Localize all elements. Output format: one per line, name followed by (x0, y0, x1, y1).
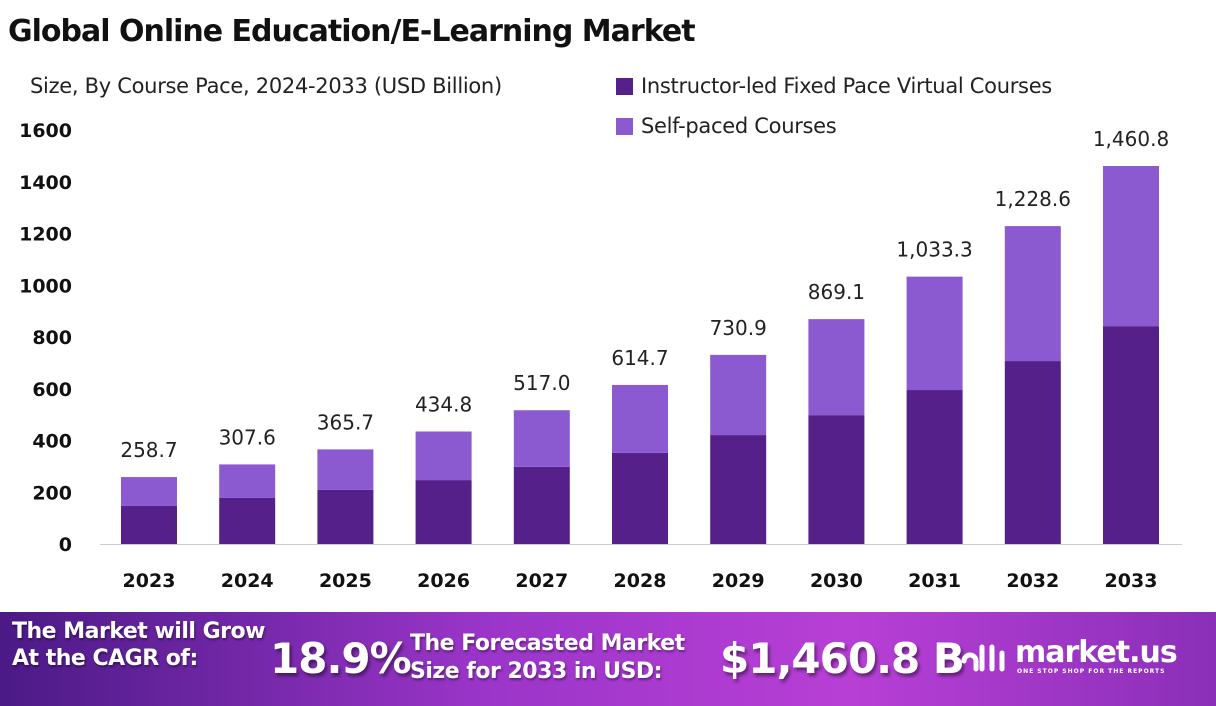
x-tick-label: 2033 (1105, 570, 1158, 592)
x-tick-label: 2026 (417, 570, 470, 592)
y-tick-label: 0 (59, 534, 72, 556)
chart-title: Global Online Education/E-Learning Marke… (8, 14, 696, 49)
bar-segment-instructor-led (415, 480, 472, 544)
bar-segment-instructor-led (710, 435, 767, 544)
bar-segment-instructor-led (1004, 361, 1061, 544)
logo-text: market.us (1015, 635, 1178, 670)
legend-label: Self-paced Courses (641, 114, 837, 138)
forecast-label-line1: The Forecasted Market (410, 631, 685, 656)
bar-segment-self-paced (121, 477, 177, 506)
bar-segment-self-paced (808, 319, 865, 416)
bar-segment-self-paced (710, 354, 767, 436)
total-label: 434.8 (415, 392, 472, 416)
total-label: 614.7 (611, 346, 668, 370)
bar-segment-self-paced (513, 410, 570, 467)
cagr-label-line2: At the CAGR of: (12, 646, 198, 671)
bar-segment-self-paced (612, 384, 668, 453)
x-tick-label: 2032 (1006, 570, 1059, 592)
y-tick-label: 1000 (19, 275, 72, 297)
market-us-logo-icon (961, 644, 1005, 671)
y-tick-label: 600 (32, 379, 72, 401)
legend-item-instructor-led: Instructor-led Fixed Pace Virtual Course… (616, 74, 1052, 98)
total-label: 1,033.3 (896, 238, 972, 262)
y-tick-label: 1600 (19, 120, 72, 142)
total-label: 307.6 (219, 425, 276, 449)
x-tick-label: 2025 (319, 570, 372, 592)
x-tick-label: 2031 (908, 570, 961, 592)
footer-banner: The Market will Grow At the CAGR of: 18.… (0, 612, 1216, 706)
x-tick-label: 2024 (221, 570, 274, 592)
bar-segment-self-paced (219, 464, 276, 498)
total-label: 1,228.6 (995, 187, 1071, 211)
legend-swatch (616, 117, 633, 135)
bar-segment-instructor-led (317, 489, 374, 544)
total-label: 1,460.8 (1093, 127, 1169, 151)
y-tick-label: 800 (32, 327, 72, 349)
y-tick-label: 1400 (19, 172, 72, 194)
cagr-label-line1: The Market will Grow (12, 619, 265, 644)
bar-segment-instructor-led (121, 505, 177, 544)
legend-item-self-paced: Self-paced Courses (616, 114, 837, 138)
bar-segment-instructor-led (906, 390, 963, 544)
forecast-label-line2: Size for 2033 in USD: (410, 659, 663, 684)
total-label: 869.1 (808, 280, 865, 304)
legend-label: Instructor-led Fixed Pace Virtual Course… (641, 74, 1052, 98)
forecast-value: $1,460.8 B (720, 634, 965, 683)
y-tick-label: 1200 (19, 224, 72, 246)
bar-segment-self-paced (906, 276, 963, 391)
chart-subtitle: Size, By Course Pace, 2024-2033 (USD Bil… (30, 74, 502, 98)
logo-tagline: ONE STOP SHOP FOR THE REPORTS (1017, 668, 1166, 675)
bar-segment-instructor-led (219, 497, 276, 544)
y-tick-label: 400 (32, 431, 72, 453)
bar-segment-instructor-led (1103, 326, 1159, 544)
cagr-value: 18.9% (270, 634, 412, 683)
total-label: 730.9 (710, 316, 767, 340)
bar-segment-instructor-led (808, 415, 865, 544)
bar-segment-instructor-led (612, 452, 668, 544)
x-tick-label: 2029 (712, 570, 765, 592)
bar-segment-self-paced (1004, 226, 1061, 362)
bar-chart: 0 200 400 600 800 1000 1200 1400 1600 258.7 2023 30… (19, 120, 1182, 592)
bar-segment-self-paced (317, 449, 374, 490)
x-tick-label: 2023 (123, 570, 176, 592)
bar-segment-self-paced (415, 431, 472, 481)
x-tick-label: 2027 (515, 570, 568, 592)
bar-segment-instructor-led (513, 466, 570, 544)
total-label: 258.7 (120, 438, 177, 462)
legend-swatch (616, 77, 633, 95)
x-tick-label: 2030 (810, 570, 863, 592)
market-us-logo: market.us ONE STOP SHOP FOR THE REPORTS (960, 635, 1178, 675)
total-label: 365.7 (317, 410, 374, 434)
total-label: 517.0 (513, 371, 570, 395)
bar-segment-self-paced (1103, 166, 1159, 327)
x-tick-label: 2028 (614, 570, 667, 592)
y-tick-label: 200 (32, 482, 72, 504)
